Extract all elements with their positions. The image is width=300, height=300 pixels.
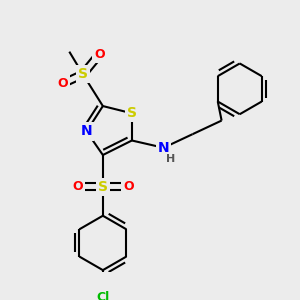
Text: Cl: Cl bbox=[96, 291, 110, 300]
Text: S: S bbox=[127, 106, 137, 120]
Text: N: N bbox=[158, 141, 170, 155]
Text: O: O bbox=[94, 48, 105, 61]
Text: S: S bbox=[98, 180, 108, 194]
Text: S: S bbox=[78, 67, 88, 81]
Text: H: H bbox=[166, 154, 176, 164]
Text: O: O bbox=[123, 180, 134, 193]
Text: O: O bbox=[58, 77, 68, 90]
Text: N: N bbox=[81, 124, 92, 138]
Text: O: O bbox=[72, 180, 83, 193]
